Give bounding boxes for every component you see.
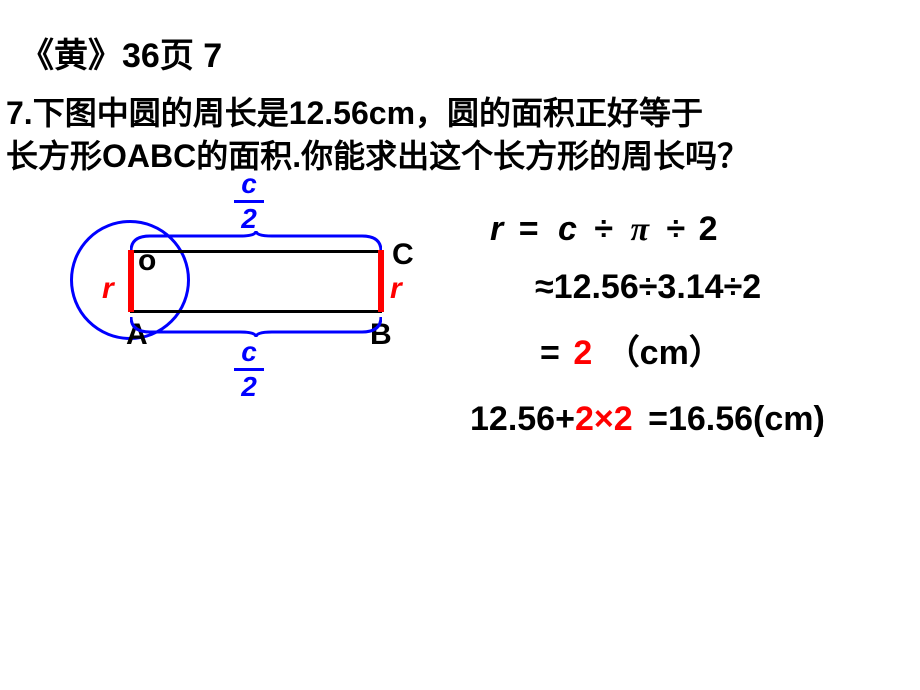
- unit-cm: （cm）: [606, 334, 723, 372]
- problem-line-1: 7.下图中圆的周长是12.56cm，圆的面积正好等于: [6, 95, 703, 131]
- problem-text: 7.下图中圆的周长是12.56cm，圆的面积正好等于 长方形OABC的面积.你能…: [6, 92, 914, 178]
- sym-div: ÷: [667, 210, 686, 248]
- frac-den: 2: [234, 205, 264, 233]
- rect-side-OA: [128, 250, 134, 312]
- brace-bot: [130, 316, 382, 338]
- sym-r: r: [490, 210, 503, 248]
- problem-line-2: 长方形OABC的面积.你能求出这个长方形的周长吗？: [6, 138, 749, 174]
- val-2: 2: [573, 334, 592, 372]
- sym-c: c: [558, 210, 577, 248]
- part-b: 2×2: [575, 400, 633, 438]
- rect-side-AB: [130, 310, 382, 313]
- sym-2: 2: [699, 210, 718, 248]
- fraction-c-over-2-bottom: c 2: [234, 338, 264, 401]
- frac-num: c: [234, 338, 264, 366]
- sym-div: ÷: [594, 210, 613, 248]
- part-a: 12.56+: [470, 400, 575, 438]
- label-r-right: r: [390, 272, 402, 306]
- rect-side-OC: [130, 250, 382, 253]
- frac-den: 2: [234, 373, 264, 401]
- calc-line-1: r = c ÷ π ÷ 2: [490, 210, 718, 249]
- frac-num: c: [234, 170, 264, 198]
- rect-side-CB: [378, 250, 384, 312]
- calc-line-4: 12.56+2×2 =16.56(cm): [470, 400, 825, 439]
- sym-eq: =: [519, 210, 539, 248]
- geometry-diagram: c 2 o C A B r r c 2: [30, 180, 430, 460]
- label-r-left: r: [102, 272, 114, 306]
- sym-eq: =: [540, 334, 560, 372]
- vertex-C: C: [392, 238, 414, 272]
- calc-line-2: ≈12.56÷3.14÷2: [535, 268, 761, 307]
- sym-pi: π: [631, 211, 650, 248]
- page-header: 《黄》36页 7: [20, 28, 222, 77]
- fraction-c-over-2-top: c 2: [234, 170, 264, 233]
- part-c: =16.56(cm): [648, 400, 825, 438]
- calc-line-3: = 2 （cm）: [540, 325, 723, 374]
- vertex-O: o: [138, 244, 156, 278]
